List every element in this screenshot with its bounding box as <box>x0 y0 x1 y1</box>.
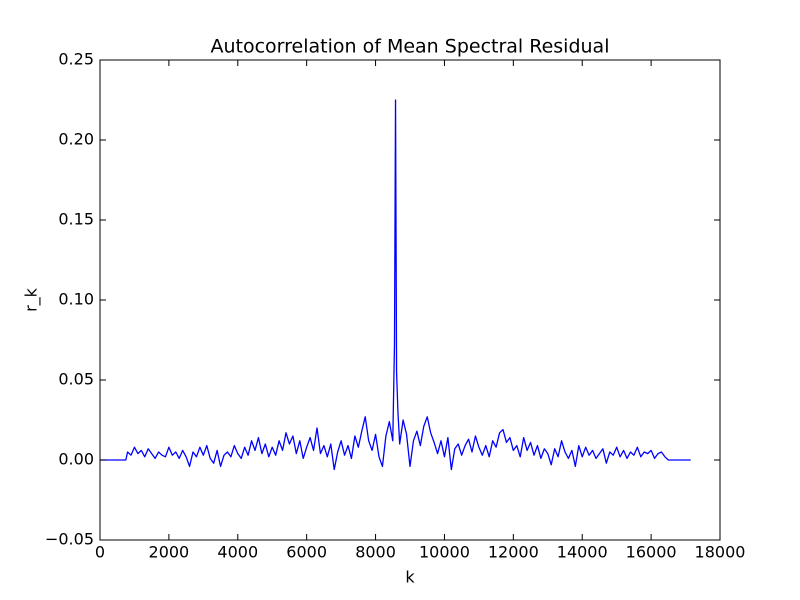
y-tick-label: 0.25 <box>58 50 94 69</box>
x-tick-label: 4000 <box>217 543 258 562</box>
y-tick-label: 0.10 <box>58 290 94 309</box>
plot-area <box>100 99 691 471</box>
y-tick-label: 0.00 <box>58 450 94 469</box>
y-tick-label: 0.20 <box>58 130 94 149</box>
data-line <box>100 99 691 471</box>
x-tick-label: 6000 <box>286 543 327 562</box>
chart-title: Autocorrelation of Mean Spectral Residua… <box>211 36 610 58</box>
x-tick-label: 8000 <box>355 543 396 562</box>
y-tick-label: 0.15 <box>58 210 94 229</box>
x-tick-label: 18000 <box>695 543 746 562</box>
x-tick-label: 0 <box>95 543 105 562</box>
x-tick-label: 12000 <box>488 543 539 562</box>
x-axis-label: k <box>405 568 415 587</box>
x-tick-label: 2000 <box>149 543 190 562</box>
x-tick-label: 10000 <box>419 543 470 562</box>
y-axis-label: r_k <box>22 287 42 312</box>
y-tick-label: 0.05 <box>58 370 94 389</box>
x-tick-label: 14000 <box>557 543 608 562</box>
x-tick-label: 16000 <box>626 543 677 562</box>
y-tick-label: −0.05 <box>45 530 94 549</box>
